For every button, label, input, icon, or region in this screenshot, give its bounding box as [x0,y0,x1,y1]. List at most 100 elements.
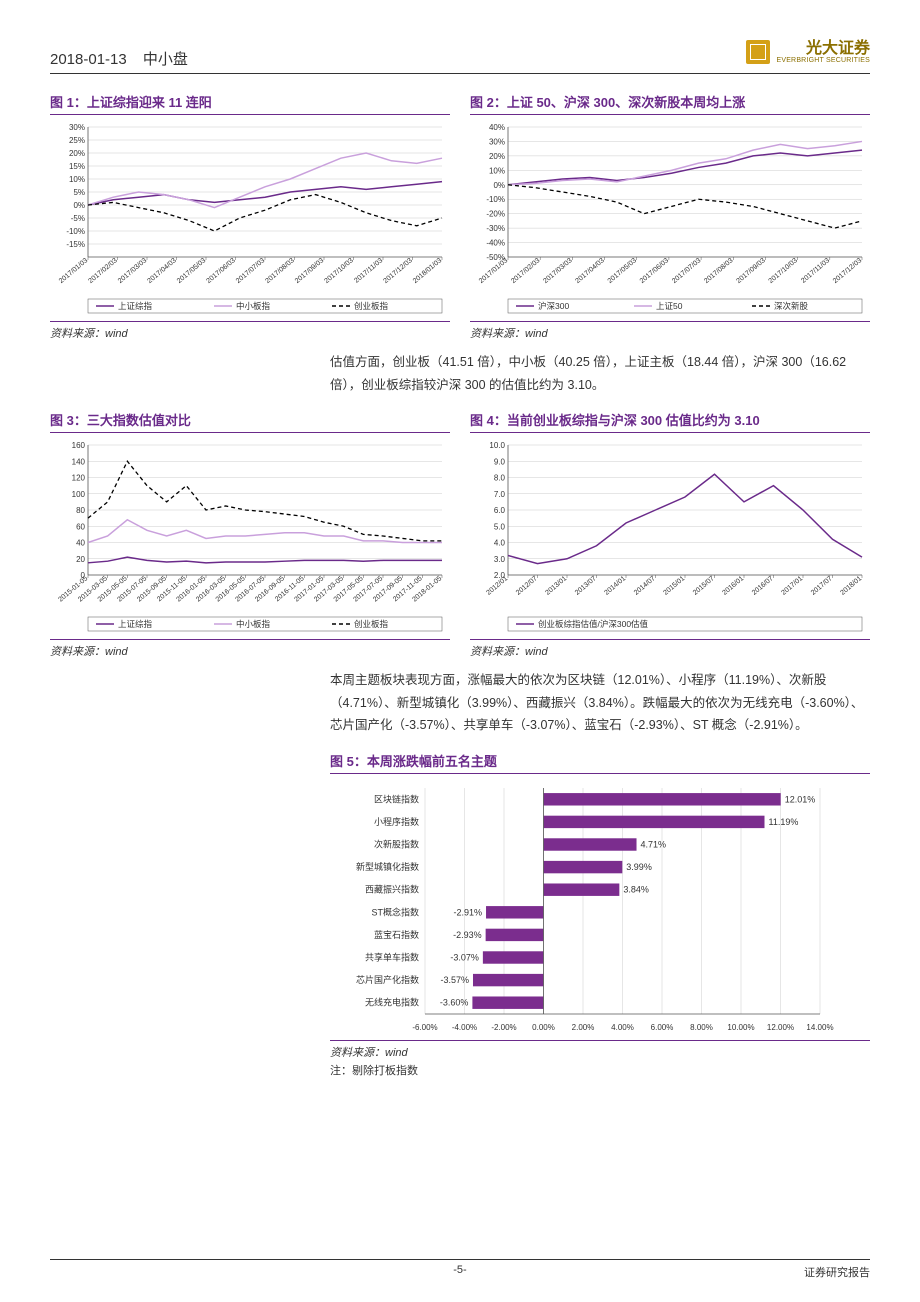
svg-text:上证综指: 上证综指 [118,619,153,629]
svg-text:-3.60%: -3.60% [440,997,469,1007]
svg-text:2015/01: 2015/01 [662,575,686,597]
svg-text:-30%: -30% [486,224,505,233]
svg-text:20%: 20% [489,152,505,161]
svg-text:2017/02/03: 2017/02/03 [510,257,541,285]
svg-text:新型城镇化指数: 新型城镇化指数 [356,861,419,872]
figure-3: 图 3：三大指数估值对比 0204060801001201401602015-0… [50,410,450,659]
logo-icon [746,40,770,64]
svg-text:上证综指: 上证综指 [118,301,153,311]
svg-text:2017/08/03: 2017/08/03 [703,257,734,285]
svg-text:4.00%: 4.00% [611,1023,634,1032]
svg-text:2017/11/03: 2017/11/03 [800,257,831,285]
svg-text:2017/08/03: 2017/08/03 [264,257,295,285]
svg-text:40%: 40% [489,123,505,132]
svg-text:-3.57%: -3.57% [440,975,469,985]
svg-text:4.0: 4.0 [494,539,506,548]
svg-text:创业板指: 创业板指 [354,619,389,629]
svg-text:9.0: 9.0 [494,457,506,466]
svg-text:120: 120 [72,474,86,483]
svg-text:8.00%: 8.00% [690,1023,713,1032]
svg-text:2017/09/03: 2017/09/03 [735,257,766,285]
svg-text:12.00%: 12.00% [767,1023,794,1032]
svg-text:160: 160 [72,441,86,450]
footer-page: -5- [453,1264,466,1276]
svg-text:5%: 5% [73,188,85,197]
svg-text:2017/06/03: 2017/06/03 [205,257,236,285]
svg-text:6.0: 6.0 [494,506,506,515]
svg-text:-2.91%: -2.91% [453,907,482,917]
svg-text:2013/01: 2013/01 [544,575,568,597]
svg-text:100: 100 [72,490,86,499]
fig5-label: 图 5： [330,754,367,769]
footer-right: 证券研究报告 [804,1264,870,1280]
header-left: 2018-01-13 中小盘 [50,48,188,69]
svg-text:2017/07: 2017/07 [810,575,834,597]
svg-text:创业板指: 创业板指 [354,301,389,311]
fig1-label: 图 1： [50,95,87,110]
fig4-label: 图 4： [470,413,507,428]
svg-text:14.00%: 14.00% [806,1023,833,1032]
svg-text:中小板指: 中小板指 [236,301,271,311]
page-footer: -5- 证券研究报告 [50,1259,870,1280]
svg-text:5.0: 5.0 [494,522,506,531]
fig1-chart: -15%-10%-5%0%5%10%15%20%25%30%2017/01/03… [50,119,450,319]
header-section: 中小盘 [143,51,188,68]
figure-5: 图 5：本周涨跌幅前五名主题 -6.00%-4.00%-2.00%0.00%2.… [330,751,870,1078]
svg-text:2016/07: 2016/07 [751,575,775,597]
svg-text:-15%: -15% [66,240,85,249]
fig4-source: 资料来源：wind [470,639,870,659]
fig1-source: 资料来源：wind [50,321,450,341]
svg-text:12.01%: 12.01% [785,794,816,804]
fig5-source: 资料来源：wind [330,1040,870,1060]
logo-text: 光大证券 [776,41,870,57]
fig4-chart: 2.03.04.05.06.07.08.09.010.02012/012012/… [470,437,870,637]
svg-text:20%: 20% [69,149,85,158]
svg-text:2014/01: 2014/01 [603,575,627,597]
svg-text:中小板指: 中小板指 [236,619,271,629]
svg-text:0%: 0% [493,181,505,190]
svg-text:2017/07/03: 2017/07/03 [671,257,702,285]
svg-text:2018/01: 2018/01 [839,575,863,597]
header-date: 2018-01-13 [50,51,127,68]
svg-text:60: 60 [76,522,85,531]
fig4-title: 当前创业板综指与沪深 300 估值比约为 3.10 [507,413,760,428]
svg-text:上证50: 上证50 [656,301,683,311]
figure-4: 图 4：当前创业板综指与沪深 300 估值比约为 3.10 2.03.04.05… [470,410,870,659]
svg-text:15%: 15% [69,162,85,171]
svg-text:-5%: -5% [71,214,85,223]
fig2-label: 图 2： [470,95,507,110]
svg-text:芯片国产化指数: 芯片国产化指数 [356,974,419,985]
svg-text:-4.00%: -4.00% [452,1023,477,1032]
page-header: 2018-01-13 中小盘 光大证券 EVERBRIGHT SECURITIE… [50,40,870,74]
fig3-chart: 0204060801001201401602015-01-052015-03-0… [50,437,450,637]
paragraph-1: 估值方面，创业板（41.51 倍），中小板（40.25 倍），上证主板（18.4… [330,351,870,396]
svg-text:10.00%: 10.00% [727,1023,754,1032]
fig2-chart: -50%-40%-30%-20%-10%0%10%20%30%40%2017/0… [470,119,870,319]
svg-text:共享单车指数: 共享单车指数 [365,951,419,962]
svg-text:-6.00%: -6.00% [412,1023,437,1032]
svg-text:2.00%: 2.00% [572,1023,595,1032]
svg-text:2017/04/03: 2017/04/03 [574,257,605,285]
figure-2: 图 2：上证 50、沪深 300、深次新股本周均上涨 -50%-40%-30%-… [470,92,870,341]
svg-text:蓝宝石指数: 蓝宝石指数 [374,928,419,939]
svg-text:10%: 10% [69,175,85,184]
svg-text:8.0: 8.0 [494,474,506,483]
svg-text:-10%: -10% [486,195,505,204]
svg-text:30%: 30% [69,123,85,132]
svg-text:0%: 0% [73,201,85,210]
svg-text:次新股指数: 次新股指数 [374,838,419,849]
svg-text:80: 80 [76,506,85,515]
svg-text:6.00%: 6.00% [651,1023,674,1032]
svg-text:深次新股: 深次新股 [774,301,809,311]
svg-text:ST概念指数: ST概念指数 [371,906,419,917]
svg-text:3.99%: 3.99% [626,862,652,872]
svg-text:25%: 25% [69,136,85,145]
fig3-source: 资料来源：wind [50,639,450,659]
svg-text:7.0: 7.0 [494,490,506,499]
svg-text:10.0: 10.0 [489,441,505,450]
svg-text:创业板综指估值/沪深300估值: 创业板综指估值/沪深300估值 [538,619,649,629]
svg-text:20: 20 [76,555,85,564]
svg-text:2017/04/03: 2017/04/03 [146,257,177,285]
svg-text:3.0: 3.0 [494,555,506,564]
svg-text:沪深300: 沪深300 [538,301,569,311]
